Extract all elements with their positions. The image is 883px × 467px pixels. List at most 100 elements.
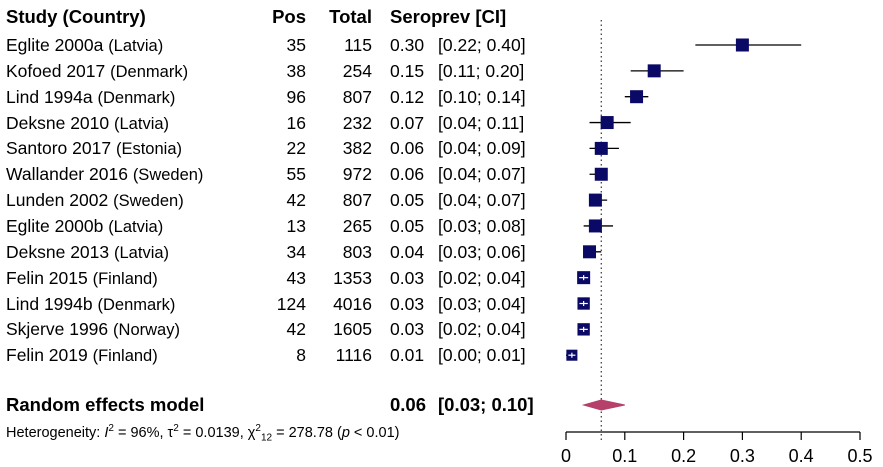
study-label: Wallander 2016 [6, 164, 128, 185]
study-ci: [0.03; 0.04] [438, 293, 526, 314]
study-total: 807 [342, 190, 372, 211]
study-box [588, 193, 602, 207]
study-pos: 8 [296, 345, 306, 366]
study-label: Deksne 2013 [6, 241, 110, 262]
study-total: 807 [342, 86, 372, 107]
study-estimate: 0.05 [390, 190, 425, 211]
study-country: (Finland) [92, 347, 158, 366]
x-axis-tick-label: 0.2 [671, 446, 696, 466]
study-box [647, 64, 661, 78]
study-country: (Sweden) [132, 166, 204, 185]
study-name: Felin 2019 (Finland) [6, 345, 158, 366]
study-name: Eglite 2000b (Latvia) [6, 216, 163, 237]
study-total: 382 [342, 138, 372, 159]
study-total: 972 [342, 164, 372, 185]
study-box [600, 116, 614, 130]
study-estimate: 0.03 [390, 267, 425, 288]
study-total: 1605 [333, 319, 372, 340]
x-axis-tick-label: 0.4 [789, 446, 814, 466]
study-country: (Sweden) [113, 192, 184, 211]
study-label: Lind 1994a [6, 86, 93, 107]
study-ci: [0.03; 0.06] [438, 241, 526, 262]
study-name: Santoro 2017 (Estonia) [6, 138, 182, 159]
study-label: Lunden 2002 [6, 190, 109, 211]
study-country: (Latvia) [114, 243, 170, 262]
x-axis-tick-label: 0 [561, 446, 571, 466]
study-total: 115 [344, 35, 372, 55]
summary-ci: [0.03; 0.10] [438, 394, 534, 415]
study-name: Felin 2015 (Finland) [6, 268, 158, 289]
study-pos: 43 [286, 267, 306, 288]
study-ci: [0.04; 0.11] [438, 112, 525, 133]
study-estimate: 0.03 [390, 293, 425, 314]
study-name: Wallander 2016 (Sweden) [6, 164, 203, 185]
study-estimate: 0.07 [390, 112, 425, 133]
study-name: Lunden 2002 (Sweden) [6, 190, 184, 211]
x-axis-tick-label: 0.5 [847, 446, 872, 466]
study-pos: 22 [286, 138, 306, 159]
study-name: Skjerve 1996 (Norway) [6, 319, 180, 340]
study-box [630, 90, 644, 104]
study-pos: 35 [286, 35, 306, 55]
study-estimate: 0.06 [390, 138, 425, 159]
study-pos: 96 [286, 86, 306, 107]
study-name: Kofoed 2017 (Denmark) [6, 61, 188, 82]
study-country: (Latvia) [108, 217, 164, 236]
header-study: Study (Country) [6, 6, 146, 27]
study-estimate: 0.03 [390, 319, 425, 340]
study-label: Lind 1994b [6, 293, 93, 314]
study-ci: [0.04; 0.09] [438, 138, 526, 159]
study-estimate: 0.04 [390, 241, 425, 262]
study-ci: [0.03; 0.08] [438, 215, 526, 236]
study-total: 265 [342, 215, 372, 236]
summary-estimate: 0.06 [390, 394, 427, 415]
header-total: Total [329, 6, 372, 27]
study-total: 254 [342, 60, 372, 81]
study-pos: 38 [286, 60, 306, 81]
study-pos: 124 [276, 293, 306, 314]
study-country: (Denmark) [97, 295, 176, 314]
study-ci: [0.02; 0.04] [438, 319, 526, 340]
study-box [735, 38, 749, 52]
study-label: Santoro 2017 [6, 138, 112, 159]
study-estimate: 0.05 [390, 215, 425, 236]
study-pos: 42 [286, 319, 306, 340]
study-estimate: 0.30 [390, 35, 425, 55]
study-box [594, 167, 608, 181]
study-estimate: 0.15 [390, 60, 425, 81]
study-pos: 34 [286, 241, 306, 262]
study-ci: [0.11; 0.20] [438, 60, 525, 81]
study-ci: [0.04; 0.07] [438, 190, 526, 211]
study-country: (Denmark) [97, 88, 176, 107]
study-name: Lind 1994b (Denmark) [6, 294, 175, 315]
study-ci: [0.10; 0.14] [438, 86, 526, 107]
study-estimate: 0.06 [390, 164, 425, 185]
x-axis-tick-label: 0.1 [612, 446, 637, 466]
study-estimate: 0.12 [390, 86, 425, 107]
study-pos: 42 [286, 190, 306, 211]
study-country: (Finland) [92, 269, 158, 288]
study-ci: [0.00; 0.01] [438, 345, 526, 366]
study-total: 1353 [333, 267, 372, 288]
study-label: Skjerve 1996 [6, 319, 109, 340]
study-name: Eglite 2000a (Latvia) [6, 35, 163, 56]
study-pos: 13 [286, 215, 306, 236]
study-label: Eglite 2000a [6, 35, 104, 55]
study-country: (Latvia) [108, 37, 164, 55]
study-label: Kofoed 2017 [6, 60, 106, 81]
study-label: Felin 2019 [6, 345, 88, 366]
study-estimate: 0.01 [390, 345, 425, 366]
study-label: Felin 2015 [6, 267, 88, 288]
summary-label: Random effects model [6, 394, 205, 415]
study-country: (Latvia) [114, 114, 170, 133]
study-box [588, 219, 602, 233]
study-name: Deksne 2013 (Latvia) [6, 242, 169, 263]
study-total: 1116 [335, 345, 372, 366]
study-total: 232 [342, 112, 372, 133]
study-ci: [0.22; 0.40] [438, 35, 526, 55]
study-country: (Norway) [113, 321, 180, 340]
summary-diamond [581, 399, 625, 411]
study-country: (Estonia) [115, 140, 182, 159]
header-seroprev: Seroprev [CI] [390, 6, 507, 27]
